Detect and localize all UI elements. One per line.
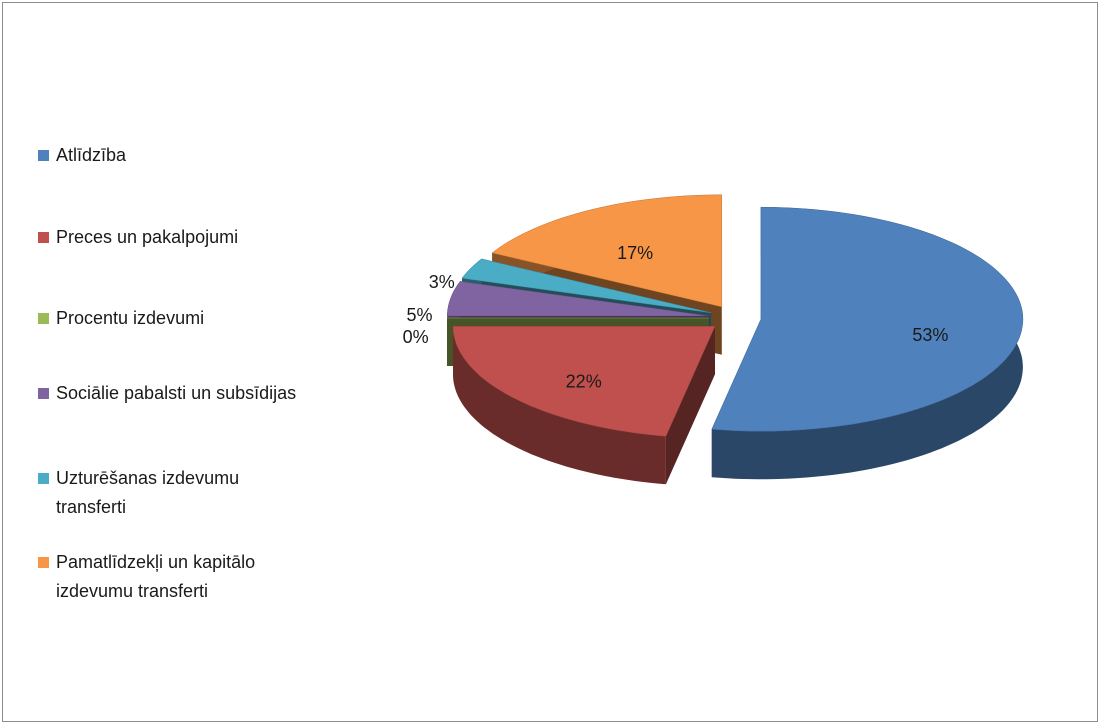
- legend-item: Atlīdzība: [38, 141, 338, 170]
- legend-label: Preces un pakalpojumi: [56, 227, 239, 247]
- legend-item: Uzturēšanas izdevumu transferti: [38, 464, 298, 522]
- legend-swatch: [38, 150, 49, 161]
- legend-swatch: [38, 473, 49, 484]
- legend-swatch: [38, 388, 49, 399]
- slice: [452, 326, 716, 437]
- data-label: 17%: [617, 243, 653, 263]
- pie-labels: 53% 22% 0%5% 3% 17%: [403, 243, 949, 392]
- data-label: 22%: [566, 371, 602, 391]
- data-label: 3%: [429, 272, 455, 292]
- legend-swatch: [38, 557, 49, 568]
- legend-item: Procentu izdevumi: [38, 304, 338, 333]
- slice: [447, 281, 710, 317]
- legend-swatch: [38, 313, 49, 324]
- slice-outer-wall: [453, 326, 666, 485]
- slice: [711, 206, 1024, 432]
- data-label: 0%: [403, 327, 429, 347]
- data-label: 5%: [406, 305, 432, 325]
- legend-label: Atlīdzība: [56, 145, 127, 165]
- legend-item: Sociālie pabalsti un subsīdijas: [38, 379, 398, 408]
- legend-item: Pamatlīdzekļi un kapitālo izdevumu trans…: [38, 548, 298, 606]
- data-label: 53%: [912, 325, 948, 345]
- slice: [491, 194, 723, 308]
- legend-label: Procentu izdevumi: [56, 308, 205, 328]
- pie-tops: [447, 194, 1024, 437]
- legend-label: Sociālie pabalsti un subsīdijas: [56, 383, 297, 403]
- legend-label: Pamatlīdzekļi un kapitālo izdevumu trans…: [56, 552, 256, 601]
- legend-item: Preces un pakalpojumi: [38, 223, 338, 252]
- legend-label: Uzturēšanas izdevumu transferti: [56, 468, 240, 517]
- slice: [461, 258, 712, 314]
- legend-swatch: [38, 232, 49, 243]
